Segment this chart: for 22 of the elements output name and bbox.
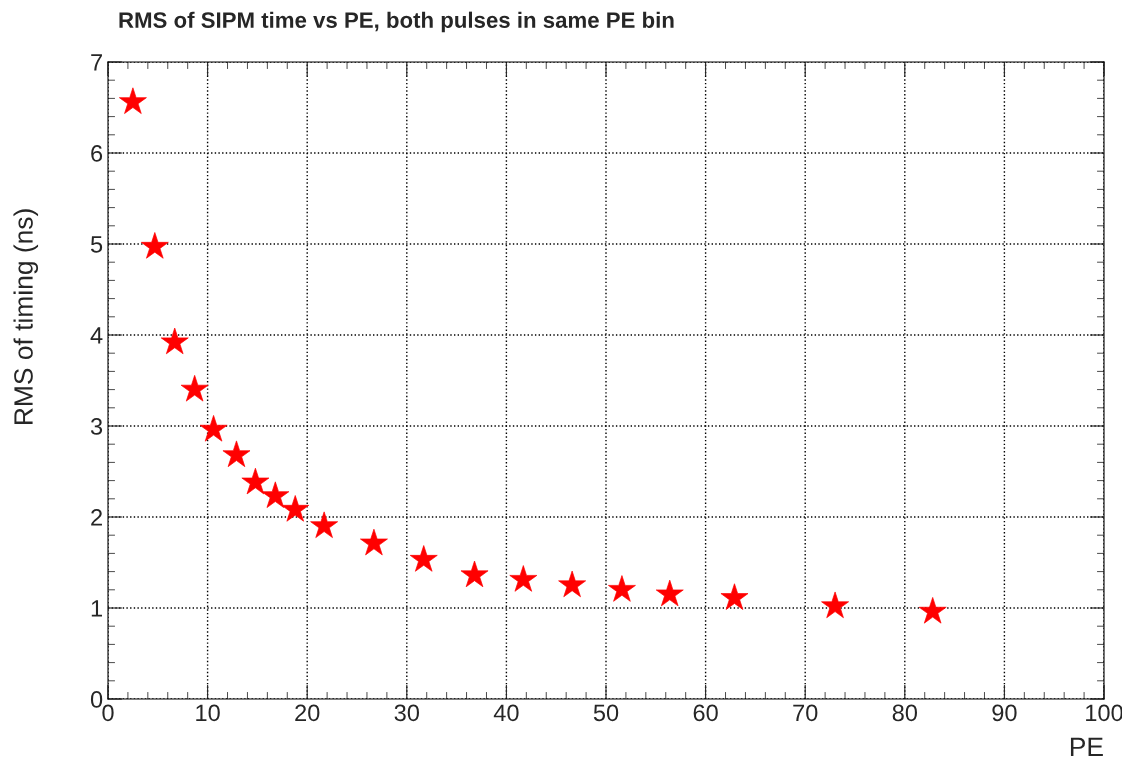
x-tick-label: 50 bbox=[593, 704, 619, 722]
x-tick-label: 100 bbox=[1086, 704, 1122, 722]
x-tick-label: 70 bbox=[793, 704, 818, 722]
x-tick-label: 10 bbox=[196, 704, 220, 722]
y-tick-label: 7 bbox=[91, 54, 102, 71]
y-tick-label: 1 bbox=[91, 600, 102, 617]
chart-title: RMS of SIPM time vs PE, both pulses in same PE bin bbox=[119, 11, 674, 33]
x-tick-label: 30 bbox=[394, 704, 420, 722]
x-tick-label: 0 bbox=[102, 704, 114, 722]
x-tick-label: 40 bbox=[493, 704, 519, 722]
y-axis-title: RMS of timing (ns) bbox=[13, 209, 39, 424]
y-tick-label: 3 bbox=[90, 418, 103, 435]
x-tick-label: 20 bbox=[295, 704, 320, 722]
y-tick-label: 0 bbox=[90, 691, 103, 708]
y-tick-label: 4 bbox=[90, 327, 103, 344]
y-tick-label: 5 bbox=[90, 236, 103, 253]
x-tick-label: 90 bbox=[992, 704, 1017, 722]
x-axis-title: PE bbox=[1070, 737, 1103, 756]
y-tick-label: 6 bbox=[91, 145, 103, 162]
y-tick-label: 2 bbox=[91, 509, 102, 526]
x-tick-label: 60 bbox=[693, 704, 718, 722]
x-tick-label: 80 bbox=[892, 704, 918, 722]
